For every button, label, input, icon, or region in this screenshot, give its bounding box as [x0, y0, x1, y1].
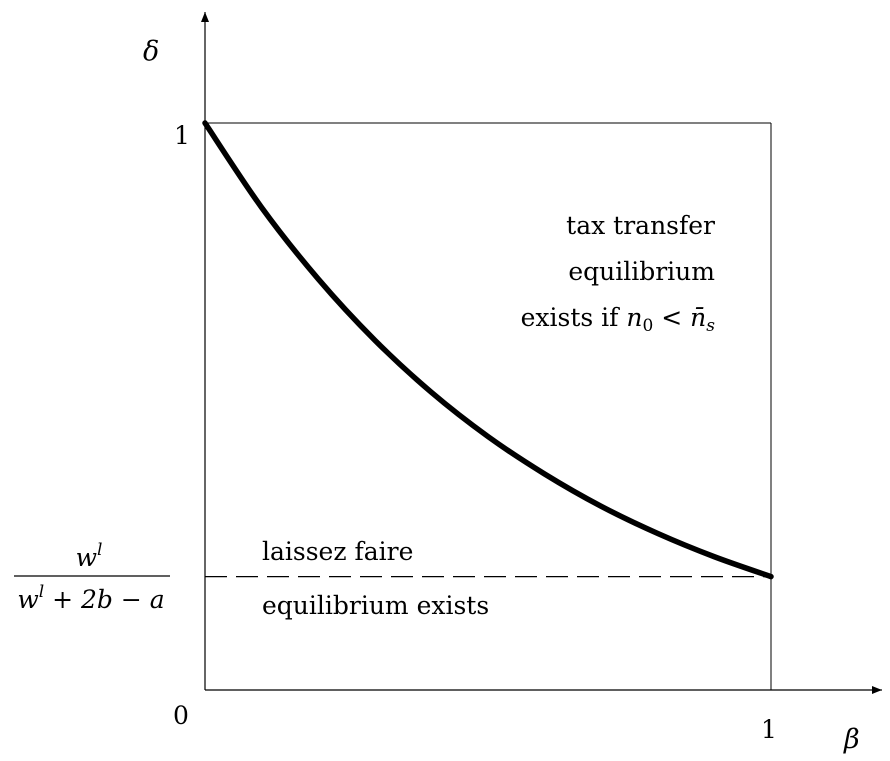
y-axis-label: δ — [143, 36, 159, 67]
origin-label: 0 — [173, 701, 189, 730]
tax-transfer-line3: exists if n0 < n̄s — [521, 303, 716, 336]
fraction-numerator: wl — [76, 540, 103, 572]
laissez-faire-line2: equilibrium exists — [262, 591, 489, 620]
laissez-faire-region-label: laissez faire equilibrium exists — [262, 537, 489, 620]
tax-transfer-line2: equilibrium — [568, 257, 715, 286]
laissez-faire-line1: laissez faire — [262, 537, 413, 566]
boundary-curve — [202, 120, 774, 580]
y-tick-one: 1 — [174, 121, 190, 150]
threshold-fraction: wl wl + 2b − a — [14, 540, 170, 614]
x-tick-one: 1 — [761, 715, 777, 744]
tax-transfer-line1: tax transfer — [566, 211, 715, 240]
fraction-denominator: wl + 2b − a — [17, 582, 164, 614]
x-axis-label: β — [843, 724, 860, 755]
tax-transfer-region-label: tax transfer equilibrium exists if n0 < … — [521, 211, 716, 336]
